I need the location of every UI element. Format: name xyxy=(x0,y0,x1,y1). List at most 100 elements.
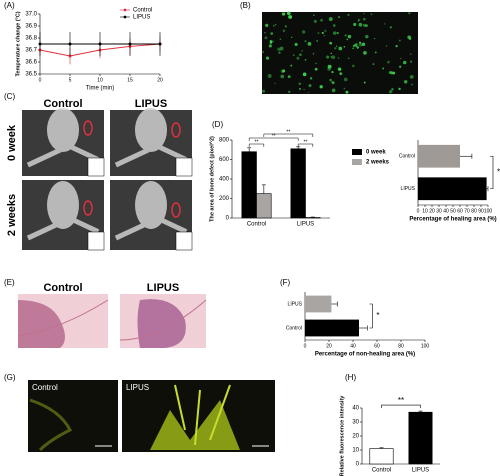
cell xyxy=(264,36,268,40)
x-tick-label: 100 xyxy=(484,208,493,214)
point xyxy=(158,42,162,46)
cell xyxy=(410,60,413,63)
cell xyxy=(270,32,274,35)
cell xyxy=(385,45,388,47)
cell xyxy=(354,43,358,47)
cell xyxy=(390,71,394,75)
significance-bracket xyxy=(248,143,265,147)
cell xyxy=(339,72,343,76)
significance-bracket xyxy=(248,137,299,141)
cell xyxy=(332,31,337,35)
cell xyxy=(317,32,320,34)
fluorescence-cells xyxy=(261,11,414,94)
annotation: ** xyxy=(272,133,276,139)
cell xyxy=(291,36,293,38)
y-tick-label: 600 xyxy=(219,157,230,163)
cell xyxy=(410,53,412,55)
cell xyxy=(343,45,346,48)
cell xyxy=(267,74,272,78)
significance-bracket xyxy=(490,155,494,190)
panel-label: (F) xyxy=(280,278,291,287)
cell xyxy=(280,74,285,79)
cell xyxy=(345,90,349,94)
cell xyxy=(409,74,414,79)
cell xyxy=(329,78,332,82)
significance-bracket xyxy=(297,143,314,147)
cell xyxy=(362,23,367,27)
cell xyxy=(282,29,286,33)
x-tick-label: 10 xyxy=(97,77,103,83)
panel-label: (G) xyxy=(4,373,16,382)
fluorescence-tissue-images xyxy=(28,380,275,452)
cell xyxy=(279,46,284,51)
y-tick-label: 36.5 xyxy=(25,72,37,78)
cell xyxy=(336,45,338,47)
y-tick-label: 0 xyxy=(356,462,360,468)
panel-label: (A) xyxy=(4,1,15,10)
legend-label: Control xyxy=(133,8,152,14)
annotation: ** xyxy=(304,139,308,145)
cell xyxy=(323,35,325,37)
y-tick-label: 30 xyxy=(352,420,359,426)
x-tick-label: 80 xyxy=(471,208,477,214)
x-tick-label: Control xyxy=(247,222,266,228)
x-tick-label: 5 xyxy=(69,77,72,83)
cell xyxy=(358,42,363,47)
column-label: Control xyxy=(43,98,82,110)
cell xyxy=(389,26,392,29)
y-axis-label: Relative fluorescence intensity xyxy=(339,395,345,476)
cell xyxy=(261,50,265,54)
cell xyxy=(290,64,293,67)
x-tick-label: 50 xyxy=(450,208,456,214)
cell xyxy=(288,15,293,19)
x-tick-label: 60 xyxy=(374,343,380,349)
cell xyxy=(319,85,323,89)
x-tick-label: 80 xyxy=(398,343,404,349)
cell xyxy=(411,83,414,86)
annotation: ** xyxy=(286,129,290,135)
x-tick-label: LIPUS xyxy=(412,468,429,474)
cell xyxy=(331,55,336,60)
y-tick-label: 40 xyxy=(352,406,359,412)
cell xyxy=(321,31,324,35)
y-tick-label: 37.0 xyxy=(25,12,37,18)
image-label: LIPUS xyxy=(147,282,179,294)
cell xyxy=(363,81,366,84)
annotation: ** xyxy=(255,139,259,145)
image-label: LIPUS xyxy=(126,383,149,392)
image-label: Control xyxy=(32,383,58,392)
cell xyxy=(356,46,359,49)
cell xyxy=(398,39,401,42)
y-tick-label: 400 xyxy=(219,177,230,183)
cell xyxy=(365,34,369,39)
bar xyxy=(305,295,332,313)
cell xyxy=(353,22,357,27)
y-tick-label: Control xyxy=(399,154,415,160)
x-tick-label: 90 xyxy=(478,208,484,214)
cell xyxy=(407,35,412,40)
cell xyxy=(284,25,287,28)
cell xyxy=(298,82,302,85)
cell xyxy=(373,37,376,40)
y-tick-label: 10 xyxy=(352,448,359,454)
cell xyxy=(334,47,337,50)
panel-label: (H) xyxy=(345,373,356,382)
cell xyxy=(302,30,306,34)
x-tick-label: 20 xyxy=(326,343,332,349)
y-tick-label: 800 xyxy=(219,138,230,144)
legend-marker xyxy=(123,15,127,19)
x-tick-label: 70 xyxy=(464,208,470,214)
cell xyxy=(288,90,291,94)
cell xyxy=(347,34,352,39)
cell xyxy=(292,54,295,57)
xray-images xyxy=(22,108,193,251)
cell xyxy=(347,13,350,16)
cell xyxy=(298,53,302,57)
cell xyxy=(359,41,362,44)
fluorescence-image xyxy=(262,12,418,94)
cell xyxy=(403,60,407,65)
legend-label: 0 week xyxy=(366,150,386,156)
significance-bracket xyxy=(381,404,421,409)
cell xyxy=(372,63,375,66)
